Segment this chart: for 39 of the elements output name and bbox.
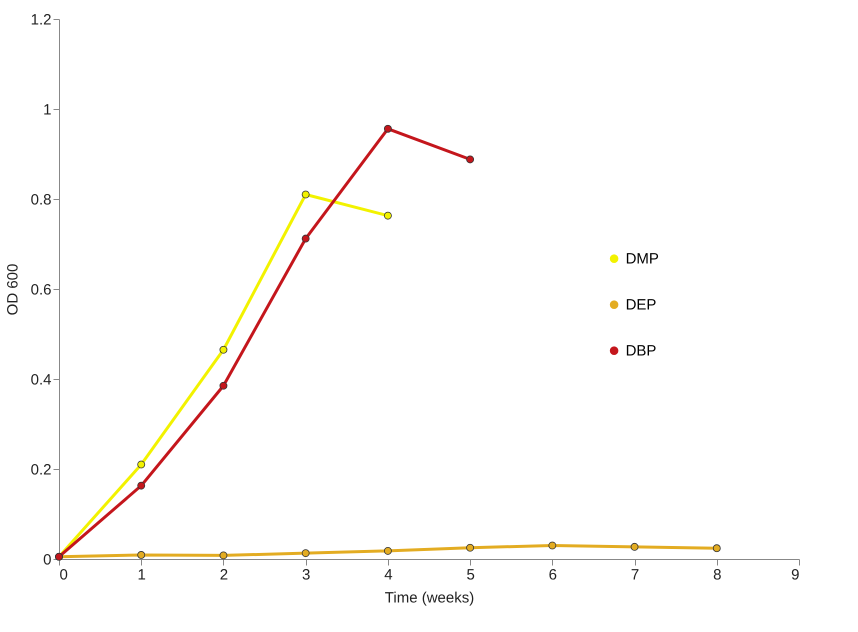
x-tick-label: 3 (302, 566, 310, 584)
point (384, 212, 392, 220)
point (630, 542, 638, 551)
point (302, 549, 310, 558)
legend-label: DBP (626, 342, 656, 360)
point (220, 382, 228, 390)
x-tick-label: 5 (466, 566, 475, 584)
y-tick-label: 0 (43, 552, 52, 568)
x-tick-label: 0 (60, 566, 68, 584)
y-tick-label: 1.2 (30, 12, 52, 28)
x-tick-label: 8 (713, 566, 722, 584)
point (302, 190, 310, 198)
point (712, 544, 721, 552)
x-tick-label: 6 (548, 566, 558, 584)
point (137, 551, 146, 559)
x-tick-label: 2 (220, 566, 228, 584)
point (220, 346, 228, 354)
x-axis-title: Time (weeks) (384, 590, 474, 606)
y-tick-label: 0.8 (30, 192, 52, 208)
point (137, 460, 146, 468)
y-tick-label: 0.2 (30, 462, 52, 478)
y-tick-label: 0.6 (30, 282, 52, 298)
point (466, 544, 474, 552)
y-tick-label: 0.4 (30, 372, 52, 388)
legend-label: DMP (626, 250, 659, 268)
x-tick-label: 9 (791, 566, 800, 584)
point (384, 546, 392, 555)
y-tick-label: 1 (43, 102, 52, 118)
point (548, 542, 556, 550)
x-tick-label: 1 (138, 566, 146, 584)
point (137, 482, 146, 490)
point (466, 155, 474, 164)
point (220, 551, 228, 560)
point (302, 234, 310, 243)
x-tick-label: 4 (384, 566, 393, 584)
x-tick-label: 7 (630, 566, 640, 584)
point (384, 124, 392, 133)
y-axis-title: OD 600 (4, 264, 22, 316)
legend-label: DEP (626, 296, 656, 314)
